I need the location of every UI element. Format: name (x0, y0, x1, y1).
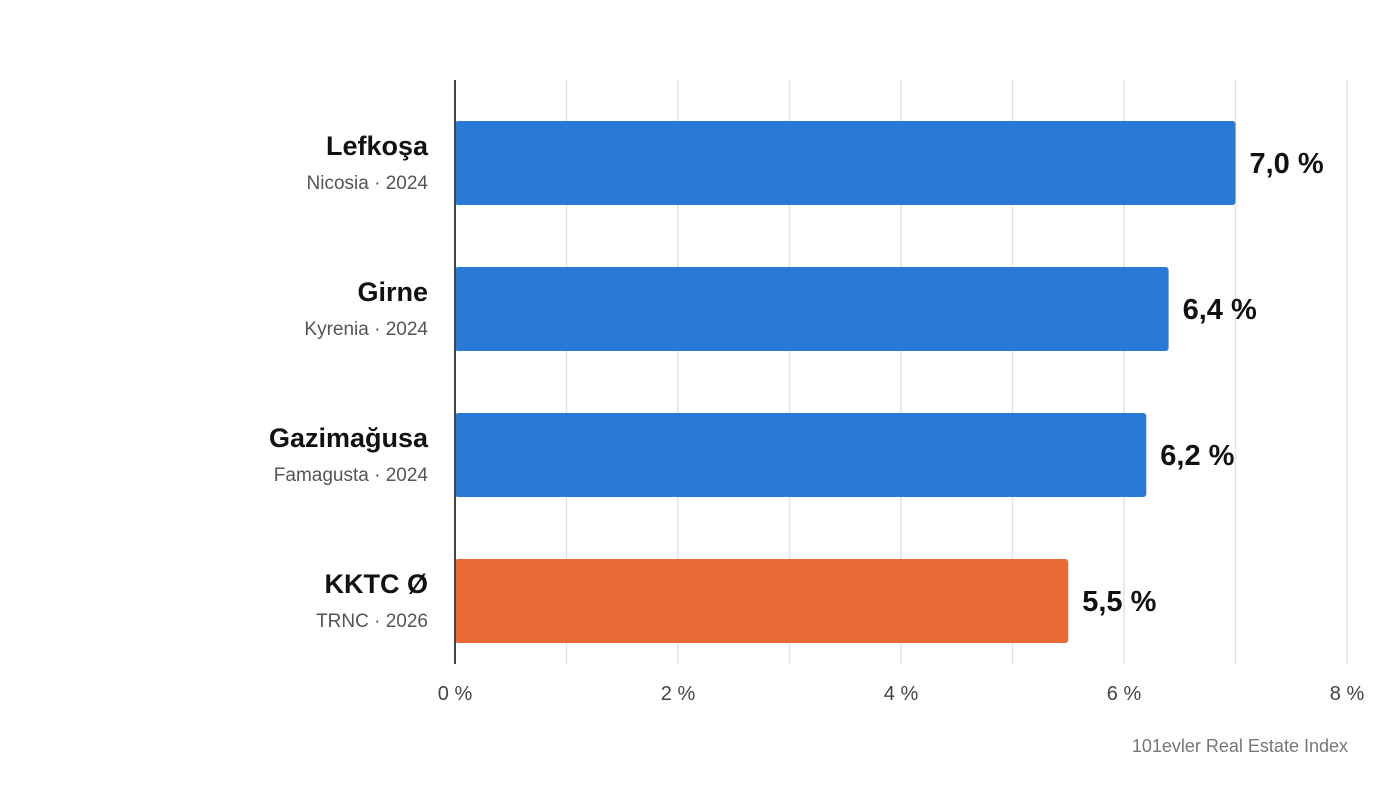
x-tick-label: 0 % (438, 683, 473, 705)
x-tick-label: 4 % (884, 683, 919, 705)
value-label: 6,2 % (1160, 440, 1234, 472)
bars (455, 121, 1236, 643)
category-name: KKTC Ø (325, 569, 429, 599)
value-labels: 7,0 % 6,4 % 6,2 % 5,5 % (1082, 148, 1324, 618)
x-tick-labels: 0 % 2 % 4 % 6 % 8 % (438, 683, 1365, 705)
category-labels: Lefkoşa Nicosia · 2024 Girne Kyrenia · 2024… (269, 131, 429, 632)
category-subtitle: Nicosia · 2024 (307, 173, 429, 194)
bar (455, 121, 1236, 205)
value-label: 6,4 % (1183, 294, 1257, 326)
category-name: Lefkoşa (326, 131, 429, 161)
value-label: 5,5 % (1082, 586, 1156, 618)
category-name: Gazimağusa (269, 423, 429, 453)
x-tick-label: 2 % (661, 683, 696, 705)
bar (455, 413, 1147, 497)
bar (455, 267, 1169, 351)
x-tick-label: 6 % (1107, 683, 1142, 705)
value-label: 7,0 % (1250, 148, 1324, 180)
source-note: 101evler Real Estate Index (1131, 736, 1348, 756)
category-name: Girne (357, 277, 428, 307)
x-tick-label: 8 % (1330, 683, 1365, 705)
bar (455, 559, 1069, 643)
category-subtitle: Kyrenia · 2024 (304, 319, 428, 340)
category-subtitle: Famagusta · 2024 (274, 465, 429, 486)
category-subtitle: TRNC · 2026 (316, 611, 428, 632)
